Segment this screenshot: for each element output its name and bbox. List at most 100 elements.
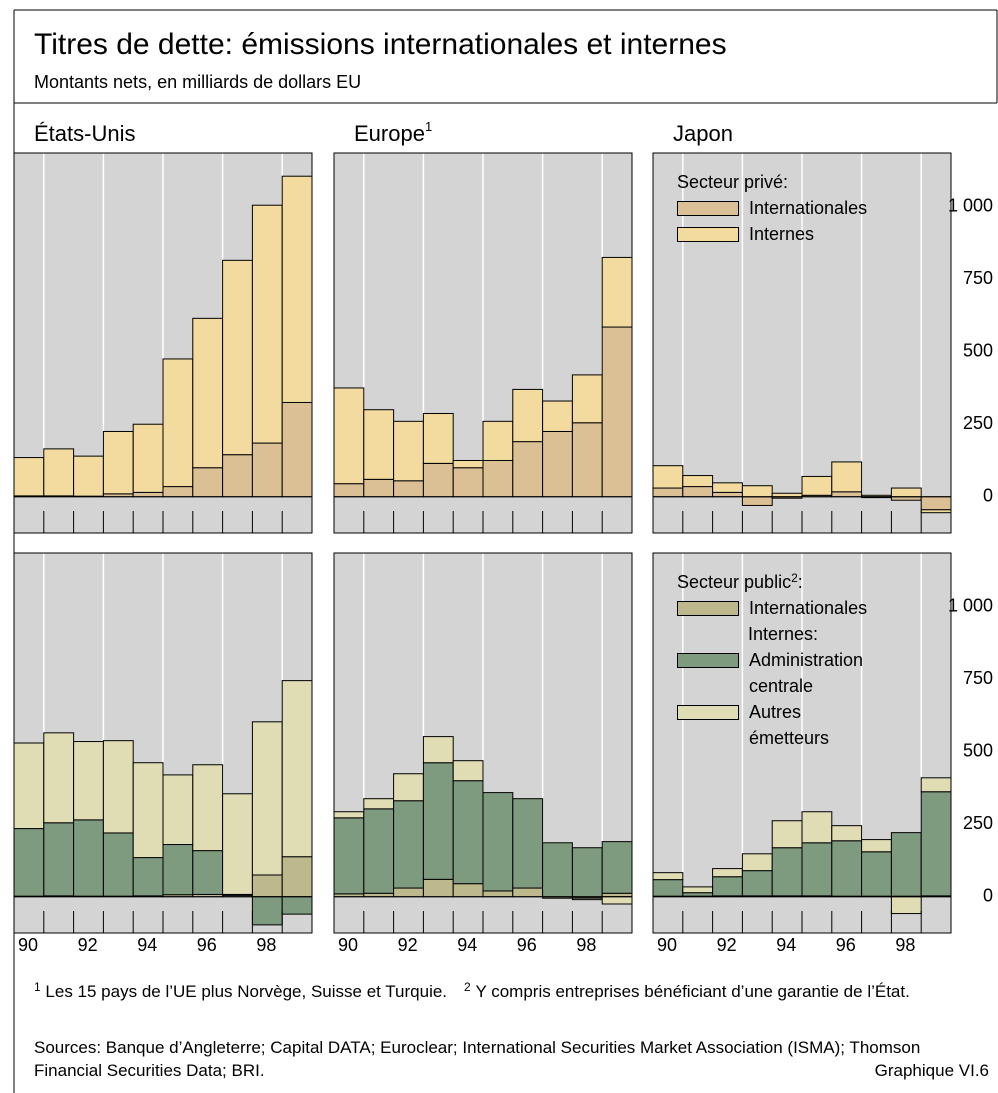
bar bbox=[712, 482, 743, 493]
bar bbox=[771, 492, 803, 498]
bar bbox=[831, 825, 863, 842]
legend-swatch bbox=[677, 601, 739, 616]
bar bbox=[192, 850, 224, 895]
bar bbox=[281, 175, 313, 403]
bar bbox=[393, 480, 424, 498]
bar bbox=[831, 840, 863, 897]
bar bbox=[682, 886, 714, 894]
bar bbox=[422, 878, 454, 898]
bar bbox=[741, 870, 773, 897]
panel-title: Japon bbox=[673, 121, 733, 146]
bar bbox=[333, 817, 365, 895]
bar bbox=[771, 847, 803, 897]
y-tick-label: 500 bbox=[963, 740, 993, 760]
legend-item: Autres émetteurs bbox=[677, 699, 881, 751]
x-tick-label: 98 bbox=[576, 935, 596, 955]
x-tick-label: 94 bbox=[457, 935, 477, 955]
bar bbox=[652, 465, 684, 489]
legend-swatch bbox=[677, 653, 739, 668]
bar bbox=[281, 401, 313, 498]
bar bbox=[482, 459, 514, 498]
bar bbox=[222, 793, 253, 895]
x-tick-label: 92 bbox=[398, 935, 418, 955]
bar bbox=[920, 791, 952, 897]
legend-item: Internationales bbox=[677, 595, 881, 621]
bar bbox=[452, 459, 484, 469]
legend-swatch bbox=[677, 705, 739, 720]
bar bbox=[281, 856, 313, 898]
bar bbox=[132, 762, 164, 859]
x-tick-label: 96 bbox=[197, 935, 217, 955]
bar bbox=[861, 839, 892, 853]
bar bbox=[601, 256, 633, 328]
bar bbox=[363, 798, 395, 810]
bar bbox=[741, 853, 773, 872]
bar bbox=[512, 887, 544, 898]
bar bbox=[363, 892, 395, 898]
bar bbox=[393, 800, 424, 889]
x-tick-label: 92 bbox=[717, 935, 737, 955]
y-tick-label: 1 000 bbox=[948, 195, 993, 215]
x-tick-label: 96 bbox=[836, 935, 856, 955]
bar bbox=[831, 461, 863, 493]
x-tick-label: 96 bbox=[517, 935, 537, 955]
bar bbox=[132, 423, 164, 493]
bar bbox=[132, 491, 164, 498]
y-tick-label: 0 bbox=[983, 485, 993, 505]
bar bbox=[452, 780, 484, 885]
panel-border bbox=[652, 152, 952, 534]
panel-border bbox=[333, 152, 633, 534]
bar bbox=[801, 811, 833, 844]
bar bbox=[512, 798, 544, 889]
legend-label: Autres émetteurs bbox=[749, 702, 830, 748]
legend-item: Internes bbox=[677, 221, 881, 247]
bar bbox=[890, 496, 922, 501]
figure-id: Graphique VI.6 bbox=[874, 1061, 989, 1080]
text: : bbox=[797, 572, 803, 592]
note-mark: 2 bbox=[791, 571, 798, 585]
bar bbox=[333, 811, 365, 819]
bar bbox=[162, 844, 194, 896]
bar bbox=[601, 326, 633, 498]
bar bbox=[162, 358, 194, 488]
bar bbox=[363, 478, 395, 498]
bar bbox=[920, 777, 952, 793]
bar bbox=[192, 317, 224, 469]
bar bbox=[682, 475, 714, 488]
bar bbox=[452, 760, 484, 782]
bar bbox=[482, 890, 514, 898]
bar bbox=[251, 204, 283, 444]
sources: Sources: Banque d’Angleterre; Capital DA… bbox=[34, 1036, 989, 1082]
y-tick-label: 500 bbox=[963, 340, 993, 360]
y-tick-label: 0 bbox=[983, 885, 993, 905]
bar bbox=[281, 896, 313, 915]
bar bbox=[102, 832, 134, 897]
legend: Secteur public2: Internationales Internes:… bbox=[677, 569, 881, 751]
legend-swatch bbox=[677, 227, 739, 242]
bar bbox=[682, 892, 714, 897]
x-tick-label: 94 bbox=[137, 935, 157, 955]
bar bbox=[920, 496, 952, 511]
bar bbox=[13, 457, 45, 497]
text: Secteur privé: bbox=[677, 172, 789, 192]
legend-title: Secteur public2: bbox=[677, 569, 881, 595]
sources-text: Sources: Banque d’Angleterre; Capital DA… bbox=[34, 1038, 921, 1080]
bar bbox=[601, 892, 633, 898]
text: Japon bbox=[673, 121, 733, 146]
bar bbox=[251, 896, 283, 926]
bar bbox=[422, 762, 454, 880]
bar bbox=[422, 412, 454, 464]
bar bbox=[801, 842, 833, 897]
footnote-text: Y compris entreprises bénéficiant d’une … bbox=[475, 982, 910, 1001]
bar bbox=[571, 847, 603, 898]
panel-title: Europe1 bbox=[354, 119, 432, 146]
bar bbox=[571, 897, 603, 901]
note-mark: 1 bbox=[425, 119, 432, 134]
bar bbox=[393, 773, 424, 802]
x-tick-label: 90 bbox=[18, 935, 38, 955]
bar bbox=[162, 486, 194, 498]
panel-border bbox=[13, 152, 313, 534]
legend-item: Internationales bbox=[677, 195, 881, 221]
